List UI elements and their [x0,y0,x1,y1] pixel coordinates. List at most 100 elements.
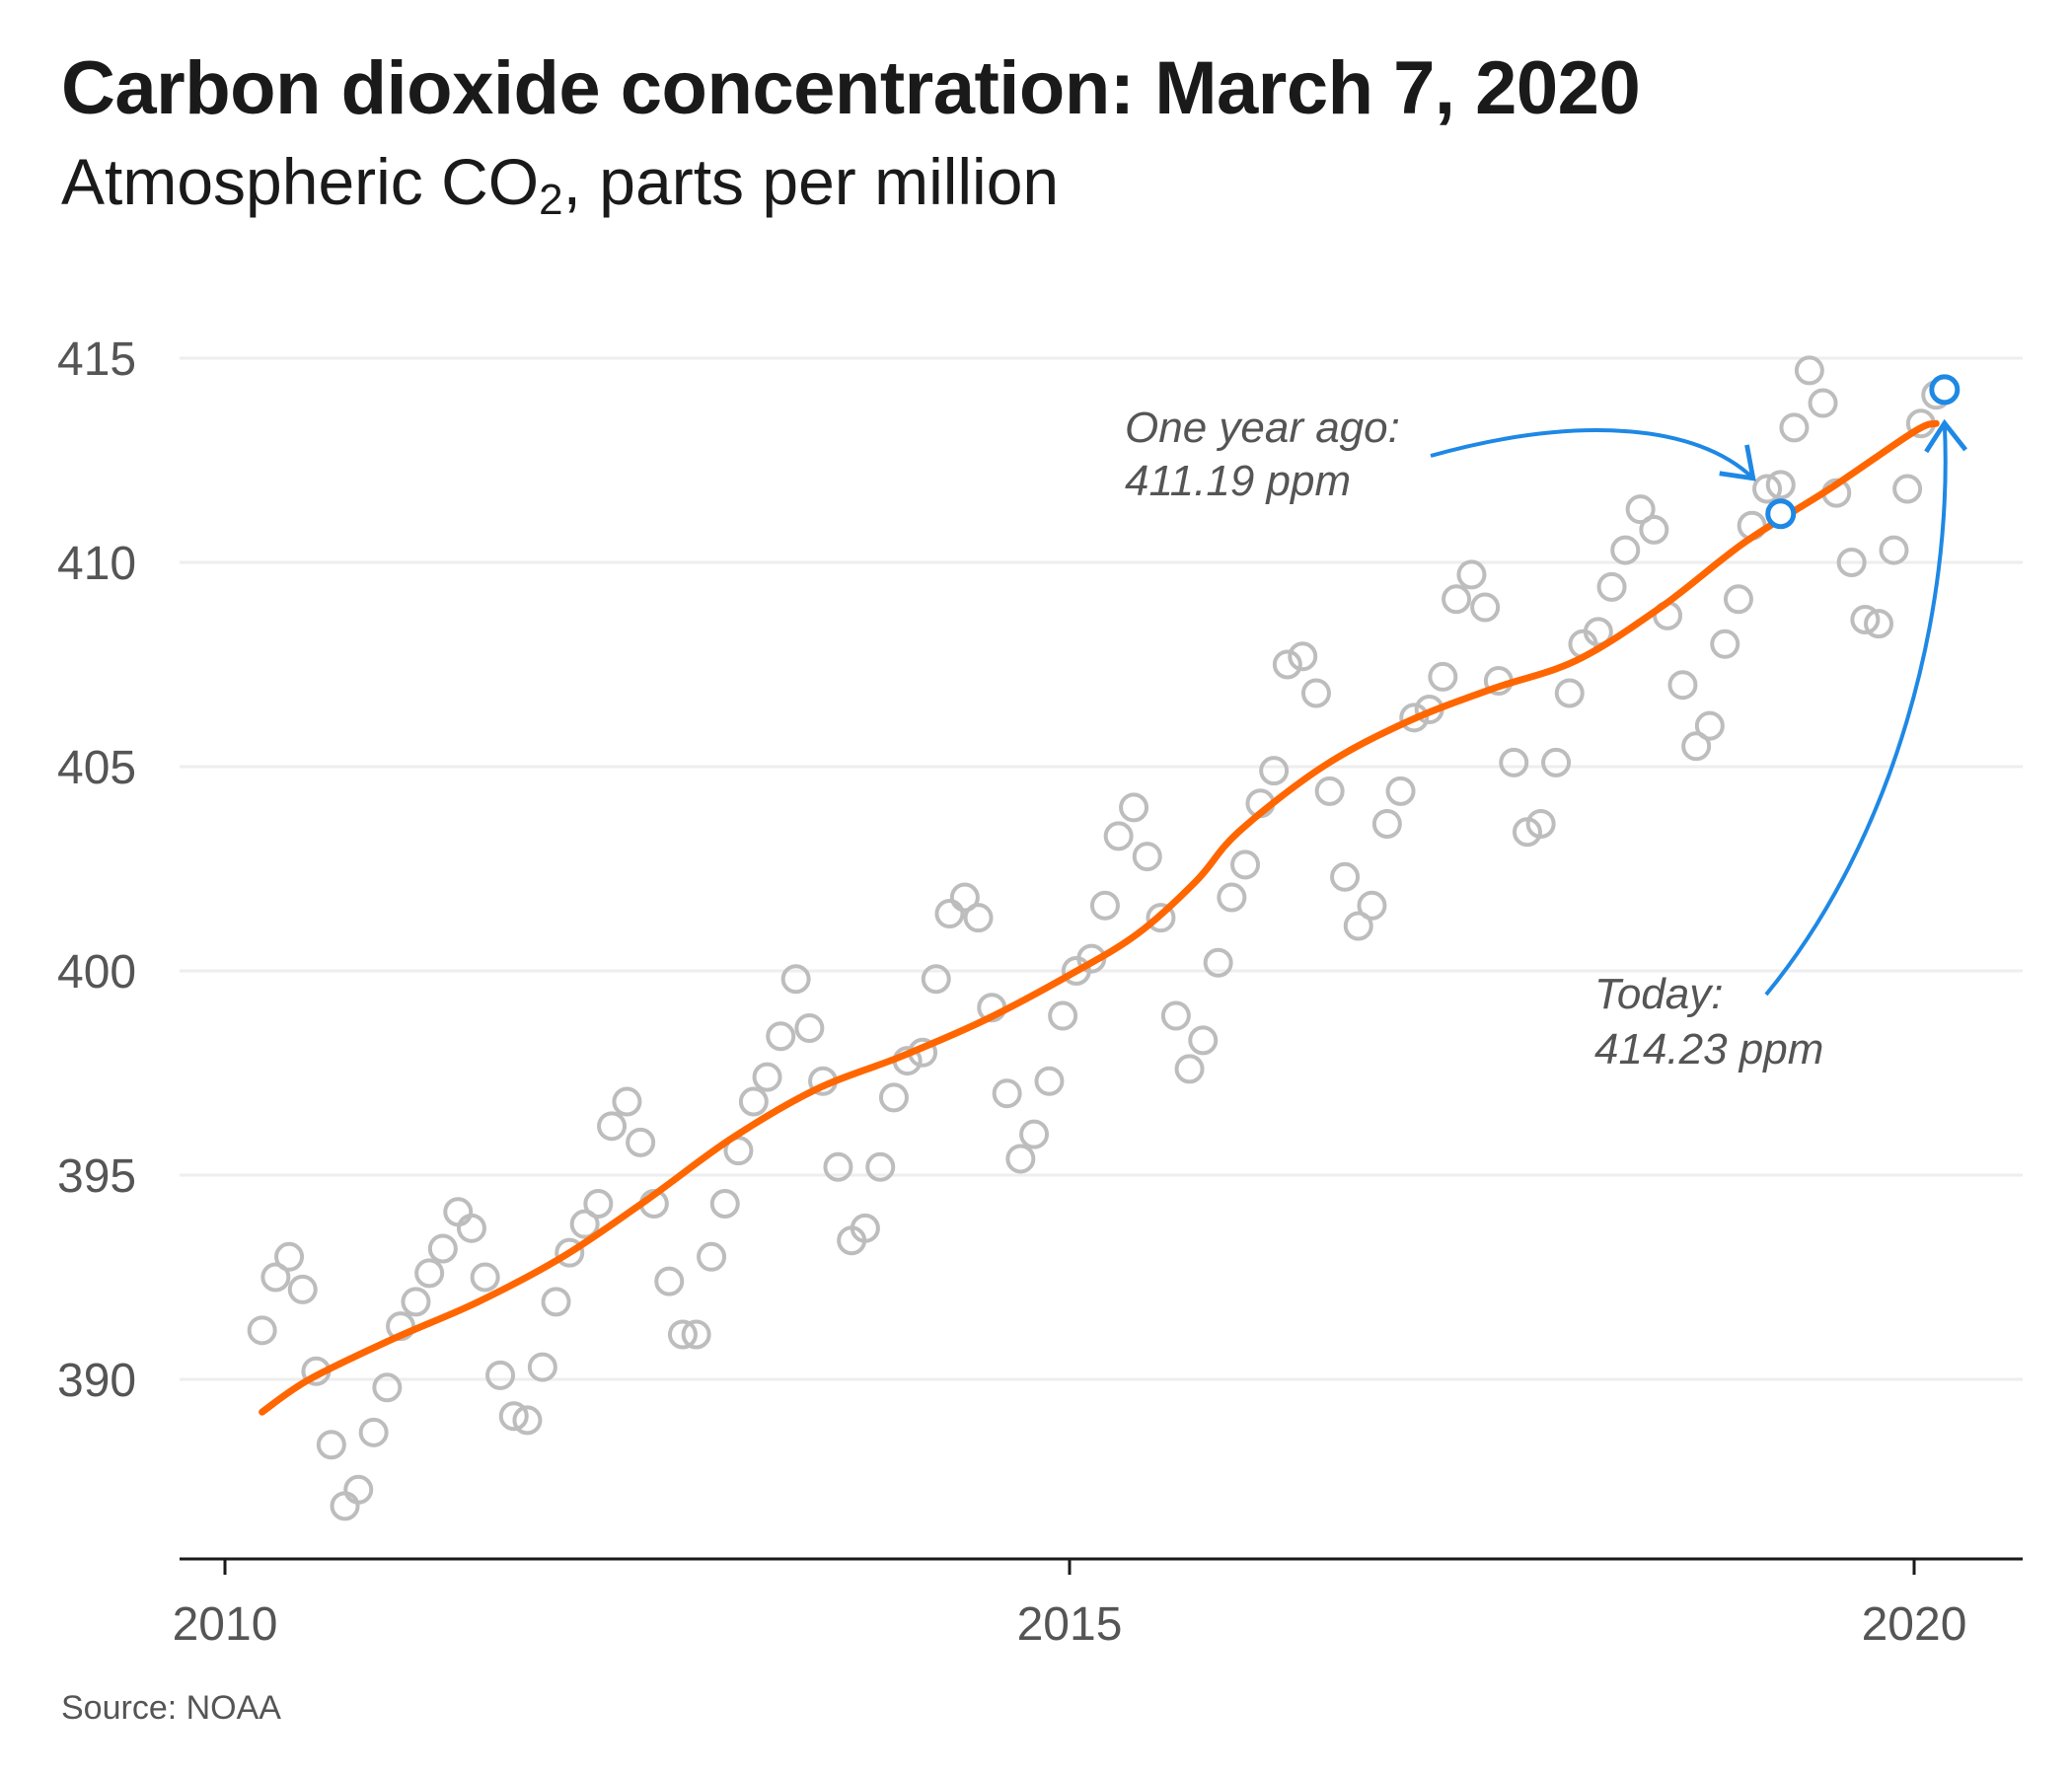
data-point [569,1209,600,1239]
data-point [1259,756,1290,786]
data-point [414,1258,445,1289]
data-point [1541,747,1572,777]
annotation-today-line2: 414.23 ppm [1594,1025,1823,1073]
annotation-one-year-ago-line2: 411.19 ppm [1125,457,1351,505]
data-point [1794,355,1824,386]
y-tick-label: 390 [57,1355,136,1407]
data-point [1442,584,1472,615]
data-point [1892,474,1923,504]
data-point [865,1151,896,1182]
data-point [1456,559,1487,590]
data-point [1314,776,1345,806]
y-tick-label: 405 [57,742,136,794]
data-point [1499,747,1529,777]
data-point [1864,609,1894,639]
data-point [1667,670,1698,701]
data-point [1119,792,1149,823]
data-point [470,1262,500,1293]
trend-line [259,419,1940,1416]
data-point [1625,494,1656,525]
data-point [626,1127,656,1157]
data-point [1681,731,1712,762]
data-point [1879,535,1909,565]
data-point [654,1266,685,1296]
data-point [1357,890,1387,921]
data-point [1089,890,1120,921]
data-point [512,1405,543,1436]
data-point [949,882,980,913]
data-point [1300,678,1331,708]
annotation-arrow-one-year-ago [1430,428,1756,481]
data-point [401,1287,431,1317]
data-point [1330,861,1361,892]
data-point [1146,903,1176,933]
data-point [583,1188,614,1219]
data-point [1132,842,1162,872]
data-point [330,1491,360,1521]
x-tick-label: 2010 [173,1598,278,1651]
data-point [738,1086,769,1117]
subtitle-rest: , parts per million [562,145,1060,218]
data-point [316,1430,346,1460]
data-point [1694,710,1725,741]
data-point [963,903,994,933]
data-point [1525,808,1556,839]
source-note: Source: NOAA [61,1689,281,1727]
data-point [878,1082,909,1113]
chart-subtitle: Atmospheric CO2, parts per million [61,144,1059,225]
highlighted-points [1765,374,1961,530]
data-point [850,1213,880,1243]
data-point [1048,1000,1078,1031]
y-axis: 390 395 400 405 410 415 [57,333,136,1407]
data-point [247,1315,277,1346]
data-point [612,1086,642,1117]
data-point [1174,1054,1205,1084]
data-point [992,1078,1022,1109]
data-point [274,1241,305,1272]
data-point [921,964,951,995]
highlight-point [1929,374,1961,406]
data-point [752,1062,782,1092]
data-point [343,1474,374,1505]
data-point [287,1274,318,1304]
y-tick-label: 410 [57,538,136,590]
data-point [1710,629,1740,659]
data-point [1428,661,1458,692]
y-tick-label: 395 [57,1150,136,1203]
data-point [1808,388,1838,418]
x-tick-label: 2020 [1862,1598,1967,1651]
data-point [1639,514,1669,545]
subtitle-subscript: 2 [539,176,563,224]
data-point [1288,641,1318,672]
data-point [443,1197,474,1227]
data-point [1103,821,1134,851]
data-point [1385,776,1416,806]
y-tick-label: 400 [57,946,136,999]
chart-title: Carbon dioxide concentration: March 7, 2… [61,46,1641,130]
data-point [597,1111,628,1142]
data-point [1836,548,1867,577]
gridlines [180,356,2023,1381]
data-point [823,1151,853,1182]
data-point [1399,703,1430,733]
data-point [766,1021,796,1052]
data-point [498,1401,529,1432]
data-point [555,1237,585,1268]
data-point [1188,1025,1219,1056]
x-axis: 2010 2015 2020 [173,1559,1967,1651]
data-point [1554,678,1585,708]
data-point [456,1213,486,1243]
annotation-today-line1: Today: [1594,970,1723,1018]
annotation-arrow-today [1764,418,1968,997]
data-point [358,1417,389,1447]
annotation-one-year-ago-line1: One year ago: [1125,404,1400,452]
data-point [1765,470,1796,500]
y-tick-label: 415 [57,333,136,386]
data-point [934,899,965,929]
highlight-point [1765,498,1797,530]
data-point [1596,571,1627,602]
subtitle-main: Atmospheric CO [61,145,540,218]
annotations: One year ago: 411.19 ppm Today: 414.23 ppm [1125,404,1968,1073]
data-point [794,1012,825,1043]
data-point [1230,850,1261,880]
